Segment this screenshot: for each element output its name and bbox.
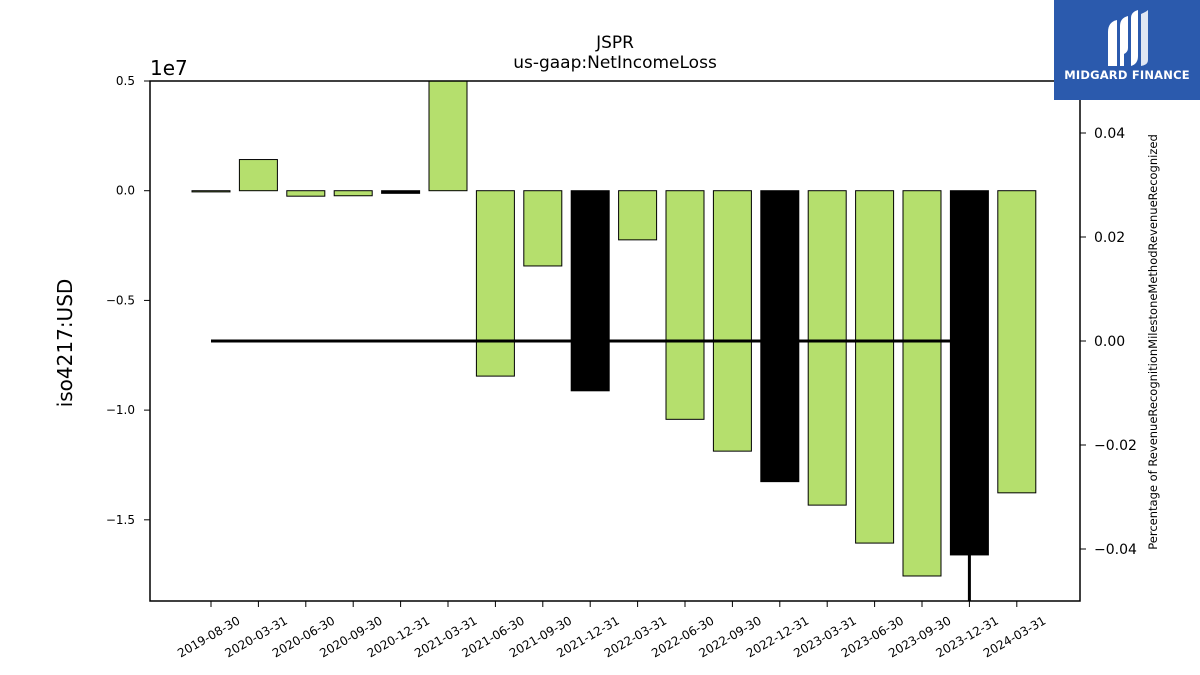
- y2-tick-label: 0.00: [1094, 334, 1125, 350]
- y2-tick-label: −0.04: [1094, 542, 1137, 558]
- y2-tick-label: 0.02: [1094, 230, 1125, 246]
- bar-2021-03-31: [428, 80, 468, 192]
- y2-tick-label: −0.02: [1094, 438, 1137, 454]
- chart-subtitle: us-gaap:NetIncomeLoss: [513, 53, 717, 73]
- bar-2023-09-30: [902, 190, 942, 577]
- bar-2020-03-31: [238, 159, 278, 192]
- logo-text: MIDGARD FINANCE: [1064, 68, 1190, 82]
- bar-2022-09-30: [712, 190, 752, 452]
- midgard-finance-logo: MIDGARD FINANCE: [1054, 0, 1200, 100]
- bar-2020-06-30: [286, 190, 326, 197]
- line-layer: [211, 339, 971, 601]
- y-tick-label: −0.5: [106, 293, 135, 307]
- bar-2020-09-30: [333, 190, 373, 197]
- bar-2022-12-31: [760, 190, 800, 483]
- bar-2023-03-31: [807, 190, 847, 506]
- bar-2023-06-30: [855, 190, 895, 544]
- y-tick-label: 0.5: [116, 74, 135, 88]
- bar-2021-06-30: [475, 190, 515, 377]
- y2-tick-label: 0.04: [1094, 126, 1125, 142]
- midgard-logo-icon: [1108, 10, 1148, 66]
- y-axis-label: iso4217:USD: [53, 279, 77, 408]
- chart-title: JSPR: [595, 33, 634, 53]
- bars-layer: [191, 80, 1037, 577]
- y2-axis-label: Percentage of RevenueRecognitionMileston…: [1146, 134, 1160, 550]
- y-tick-label: −1.5: [106, 513, 135, 527]
- bar-2021-09-30: [523, 190, 563, 267]
- y-tick-label: −1.0: [106, 403, 135, 417]
- bar-2019-08-30: [191, 190, 231, 193]
- bar-2022-03-31: [618, 190, 658, 241]
- bar-2021-12-31: [570, 190, 610, 392]
- bar-2020-12-31: [381, 190, 421, 194]
- y-tick-label: 0.0: [116, 184, 135, 198]
- bar-2024-03-31: [997, 190, 1037, 494]
- y-axis-offset-label: 1e7: [150, 56, 188, 80]
- bar-2022-06-30: [665, 190, 705, 420]
